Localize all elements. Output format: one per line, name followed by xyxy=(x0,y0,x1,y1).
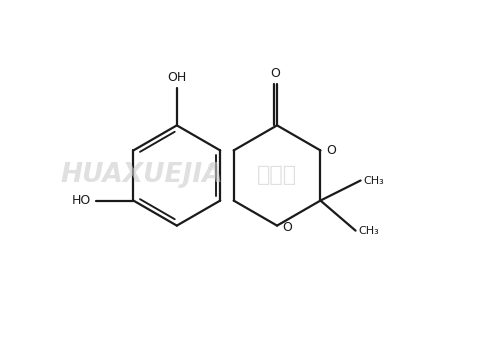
Text: CH₃: CH₃ xyxy=(358,226,380,236)
Text: O: O xyxy=(270,67,280,80)
Text: O: O xyxy=(327,144,336,157)
Text: ®: ® xyxy=(207,163,215,172)
Text: OH: OH xyxy=(167,71,186,84)
Text: HO: HO xyxy=(72,194,91,207)
Text: O: O xyxy=(282,221,292,234)
Text: HUAXUEJIA: HUAXUEJIA xyxy=(60,162,223,188)
Text: 化学加: 化学加 xyxy=(257,166,297,185)
Text: CH₃: CH₃ xyxy=(363,176,385,185)
